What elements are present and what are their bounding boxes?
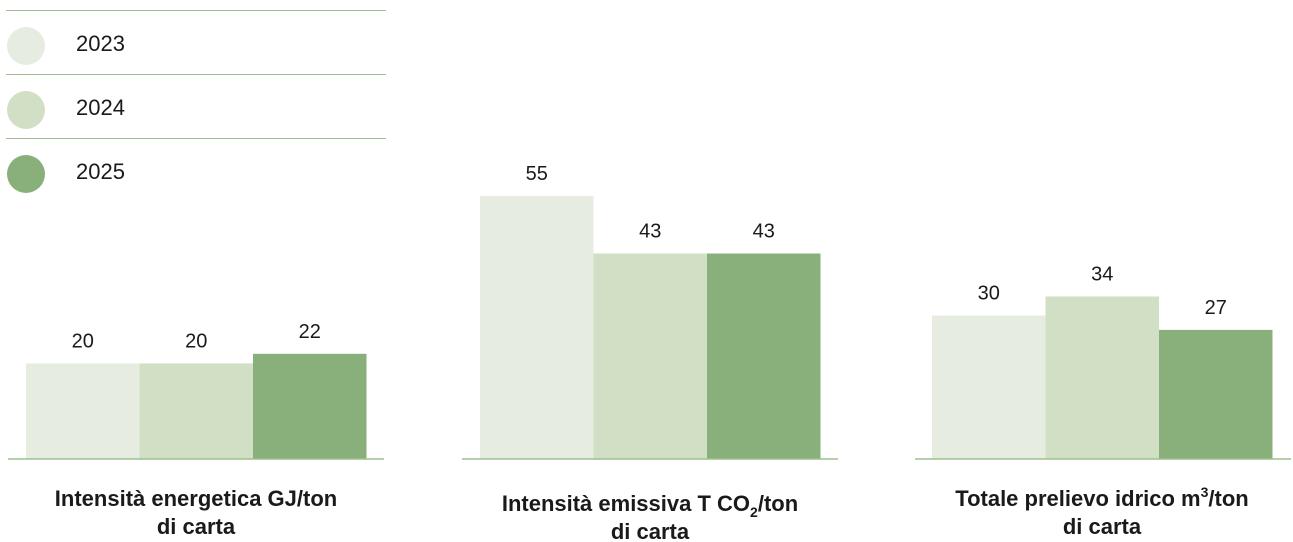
legend-label-2024: 2024 (76, 95, 125, 120)
chart-3-title-superscript: 3 (1201, 484, 1209, 500)
chart-1-value-label-2024: 20 (185, 330, 207, 352)
chart-3-value-label-2024: 34 (1091, 264, 1113, 286)
chart-emission-intensity: Intensità emissiva T CO2/ton di carta 55… (462, 163, 838, 542)
legend-swatch-2025 (7, 155, 45, 193)
chart-2-bar-2024 (593, 253, 707, 459)
chart-3-bar-2023 (932, 315, 1046, 459)
chart-2-value-label-2024: 43 (639, 221, 661, 243)
legend-item-2025: 2025 (6, 138, 386, 202)
chart-3-value-label-2025: 27 (1205, 297, 1227, 319)
chart-1-value-label-2025: 22 (299, 321, 321, 343)
chart-3-title-line-1: Totale prelievo idrico m3/ton (955, 484, 1248, 511)
chart-2-title-part-2: /ton (758, 491, 798, 516)
chart-water-withdrawal: Totale prelievo idrico m3/ton di carta 3… (915, 264, 1291, 539)
chart-3-value-label-2023: 30 (978, 283, 1000, 305)
chart-1-title-line-1: Intensità energetica GJ/ton (55, 486, 337, 511)
chart-energy-intensity: Intensità energetica GJ/ton di carta 20 2… (8, 321, 384, 539)
chart-3-bar-2025 (1159, 329, 1273, 459)
chart-2-value-label-2025: 43 (753, 221, 775, 243)
chart-2-value-label-2023: 55 (526, 163, 548, 185)
chart-1-title-line-2: di carta (157, 514, 236, 539)
chart-1-value-label-2023: 20 (72, 330, 94, 352)
chart-2-bar-2023 (480, 196, 594, 459)
chart-1-bar-2025 (253, 353, 367, 459)
chart-3-title-part-1: Totale prelievo idrico m (955, 486, 1200, 511)
legend-label-2025: 2025 (76, 159, 125, 184)
legend-swatch-2024 (7, 91, 45, 129)
legend-item-2024: 2024 (6, 74, 386, 138)
chart-2-title-subscript: 2 (750, 504, 758, 520)
legend-item-2023: 2023 (6, 10, 386, 74)
chart-3-title-line-2: di carta (1063, 514, 1142, 539)
chart-2-bar-2025 (707, 253, 821, 459)
chart-1-bar-2023 (26, 363, 140, 459)
chart-2-title-part-1: Intensità emissiva T CO (502, 491, 750, 516)
chart-1-bar-2024 (139, 363, 253, 459)
legend-label-2023: 2023 (76, 31, 125, 56)
chart-3-bar-2024 (1045, 296, 1159, 459)
chart-legend: 2023 2024 2025 (6, 10, 386, 202)
legend-swatch-2023 (7, 27, 45, 65)
chart-2-title-line-2: di carta (611, 519, 690, 542)
chart-2-title-line-1: Intensità emissiva T CO2/ton (502, 491, 798, 520)
chart-3-title-part-2: /ton (1208, 486, 1248, 511)
